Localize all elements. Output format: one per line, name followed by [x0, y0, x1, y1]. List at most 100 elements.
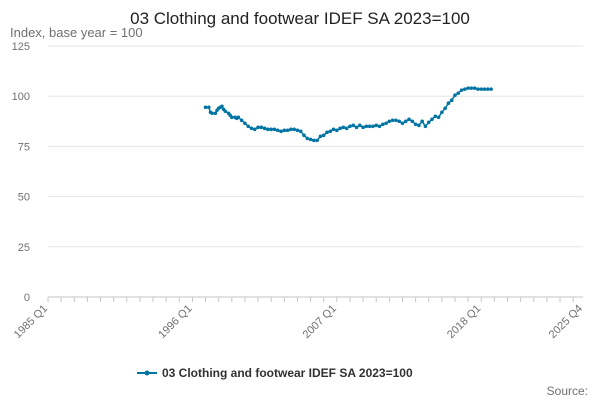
data-point — [272, 127, 277, 132]
legend[interactable]: 03 Clothing and footwear IDEF SA 2023=10… — [137, 366, 413, 380]
data-point — [289, 127, 293, 132]
data-point — [308, 137, 313, 142]
data-point — [410, 119, 415, 124]
data-point — [203, 105, 208, 110]
data-point — [312, 138, 316, 143]
data-point — [259, 125, 264, 130]
data-point — [417, 123, 421, 128]
data-point — [453, 93, 457, 97]
data-point — [449, 98, 454, 103]
data-point — [397, 119, 401, 124]
data-point — [275, 128, 280, 133]
data-point — [269, 127, 273, 132]
x-tick-label: 2018 Q1 — [445, 303, 483, 341]
data-point — [459, 88, 464, 92]
y-tick-label: 125 — [12, 41, 30, 53]
data-point — [463, 87, 467, 91]
data-point — [482, 87, 487, 91]
data-point — [236, 115, 241, 120]
data-point — [394, 118, 398, 123]
data-point — [239, 118, 244, 123]
data-point — [249, 126, 254, 131]
data-point — [413, 122, 418, 127]
data-point — [256, 125, 260, 130]
data-point — [361, 125, 365, 130]
data-point — [246, 124, 251, 129]
data-point — [423, 124, 428, 129]
data-point — [223, 109, 228, 114]
data-point — [433, 114, 438, 119]
legend-marker — [144, 370, 150, 376]
data-point — [440, 110, 444, 115]
data-point — [351, 123, 356, 128]
data-point — [220, 104, 224, 109]
data-point — [341, 125, 346, 130]
data-point — [384, 121, 388, 126]
y-tick-label: 75 — [18, 141, 30, 153]
x-tick-label: 1996 Q1 — [156, 303, 194, 341]
data-point — [472, 86, 477, 90]
data-point — [426, 120, 431, 125]
data-point — [380, 122, 385, 127]
data-point — [243, 121, 247, 126]
data-point — [279, 129, 283, 134]
data-point — [315, 138, 319, 143]
data-point — [207, 105, 211, 110]
data-point — [430, 117, 434, 122]
data-point — [213, 111, 218, 116]
data-point — [436, 115, 441, 120]
data-point — [305, 136, 310, 141]
data-point — [354, 125, 359, 130]
data-point — [367, 124, 372, 129]
x-tick-label: 2007 Q1 — [301, 303, 339, 341]
data-point — [479, 87, 484, 91]
y-tick-label: 0 — [24, 292, 30, 304]
data-point — [390, 118, 395, 123]
y-tick-label: 25 — [18, 242, 30, 254]
data-point — [446, 101, 451, 106]
data-point — [400, 121, 405, 126]
legend-label: 03 Clothing and footwear IDEF SA 2023=10… — [162, 366, 413, 380]
x-tick-labels: 1985 Q1 1996 Q1 2007 Q1 2018 Q1 2025 Q4 — [12, 297, 585, 341]
data-point — [469, 86, 474, 90]
data-point — [348, 124, 352, 129]
chart-title: 03 Clothing and footwear IDEF SA 2023=10… — [130, 9, 470, 28]
data-point — [335, 128, 339, 133]
data-point — [407, 117, 411, 122]
source-label: Source: — [547, 384, 588, 398]
gridlines — [48, 45, 583, 298]
data-point — [443, 106, 447, 111]
data-point — [456, 91, 461, 95]
data-point — [377, 124, 382, 129]
x-tick-label: 1985 Q1 — [12, 303, 50, 341]
data-point — [298, 129, 303, 134]
data-point — [285, 128, 290, 133]
data-point — [252, 127, 257, 132]
data-point — [387, 119, 392, 124]
data-point — [466, 86, 470, 90]
data-point — [262, 126, 267, 131]
data-point — [210, 111, 214, 116]
data-point — [230, 115, 234, 120]
data-point — [295, 128, 300, 133]
data-point — [476, 87, 480, 91]
data-point — [318, 134, 323, 139]
data-point — [489, 87, 493, 91]
data-point — [364, 124, 369, 129]
data-point — [420, 119, 424, 124]
series-group — [203, 86, 493, 143]
data-point — [374, 123, 379, 128]
x-tick-label: 2025 Q4 — [547, 303, 585, 341]
data-point — [403, 119, 408, 124]
y-tick-label: 50 — [18, 192, 30, 204]
data-point — [292, 127, 296, 132]
data-point — [486, 87, 490, 91]
data-point — [371, 124, 375, 129]
data-point — [338, 126, 342, 131]
data-point — [328, 129, 333, 134]
data-point — [344, 126, 349, 131]
y-tick-labels: 0 25 50 75 100 125 — [12, 41, 30, 304]
y-tick-label: 100 — [12, 91, 30, 103]
y-axis-label: Index, base year = 100 — [10, 25, 143, 40]
